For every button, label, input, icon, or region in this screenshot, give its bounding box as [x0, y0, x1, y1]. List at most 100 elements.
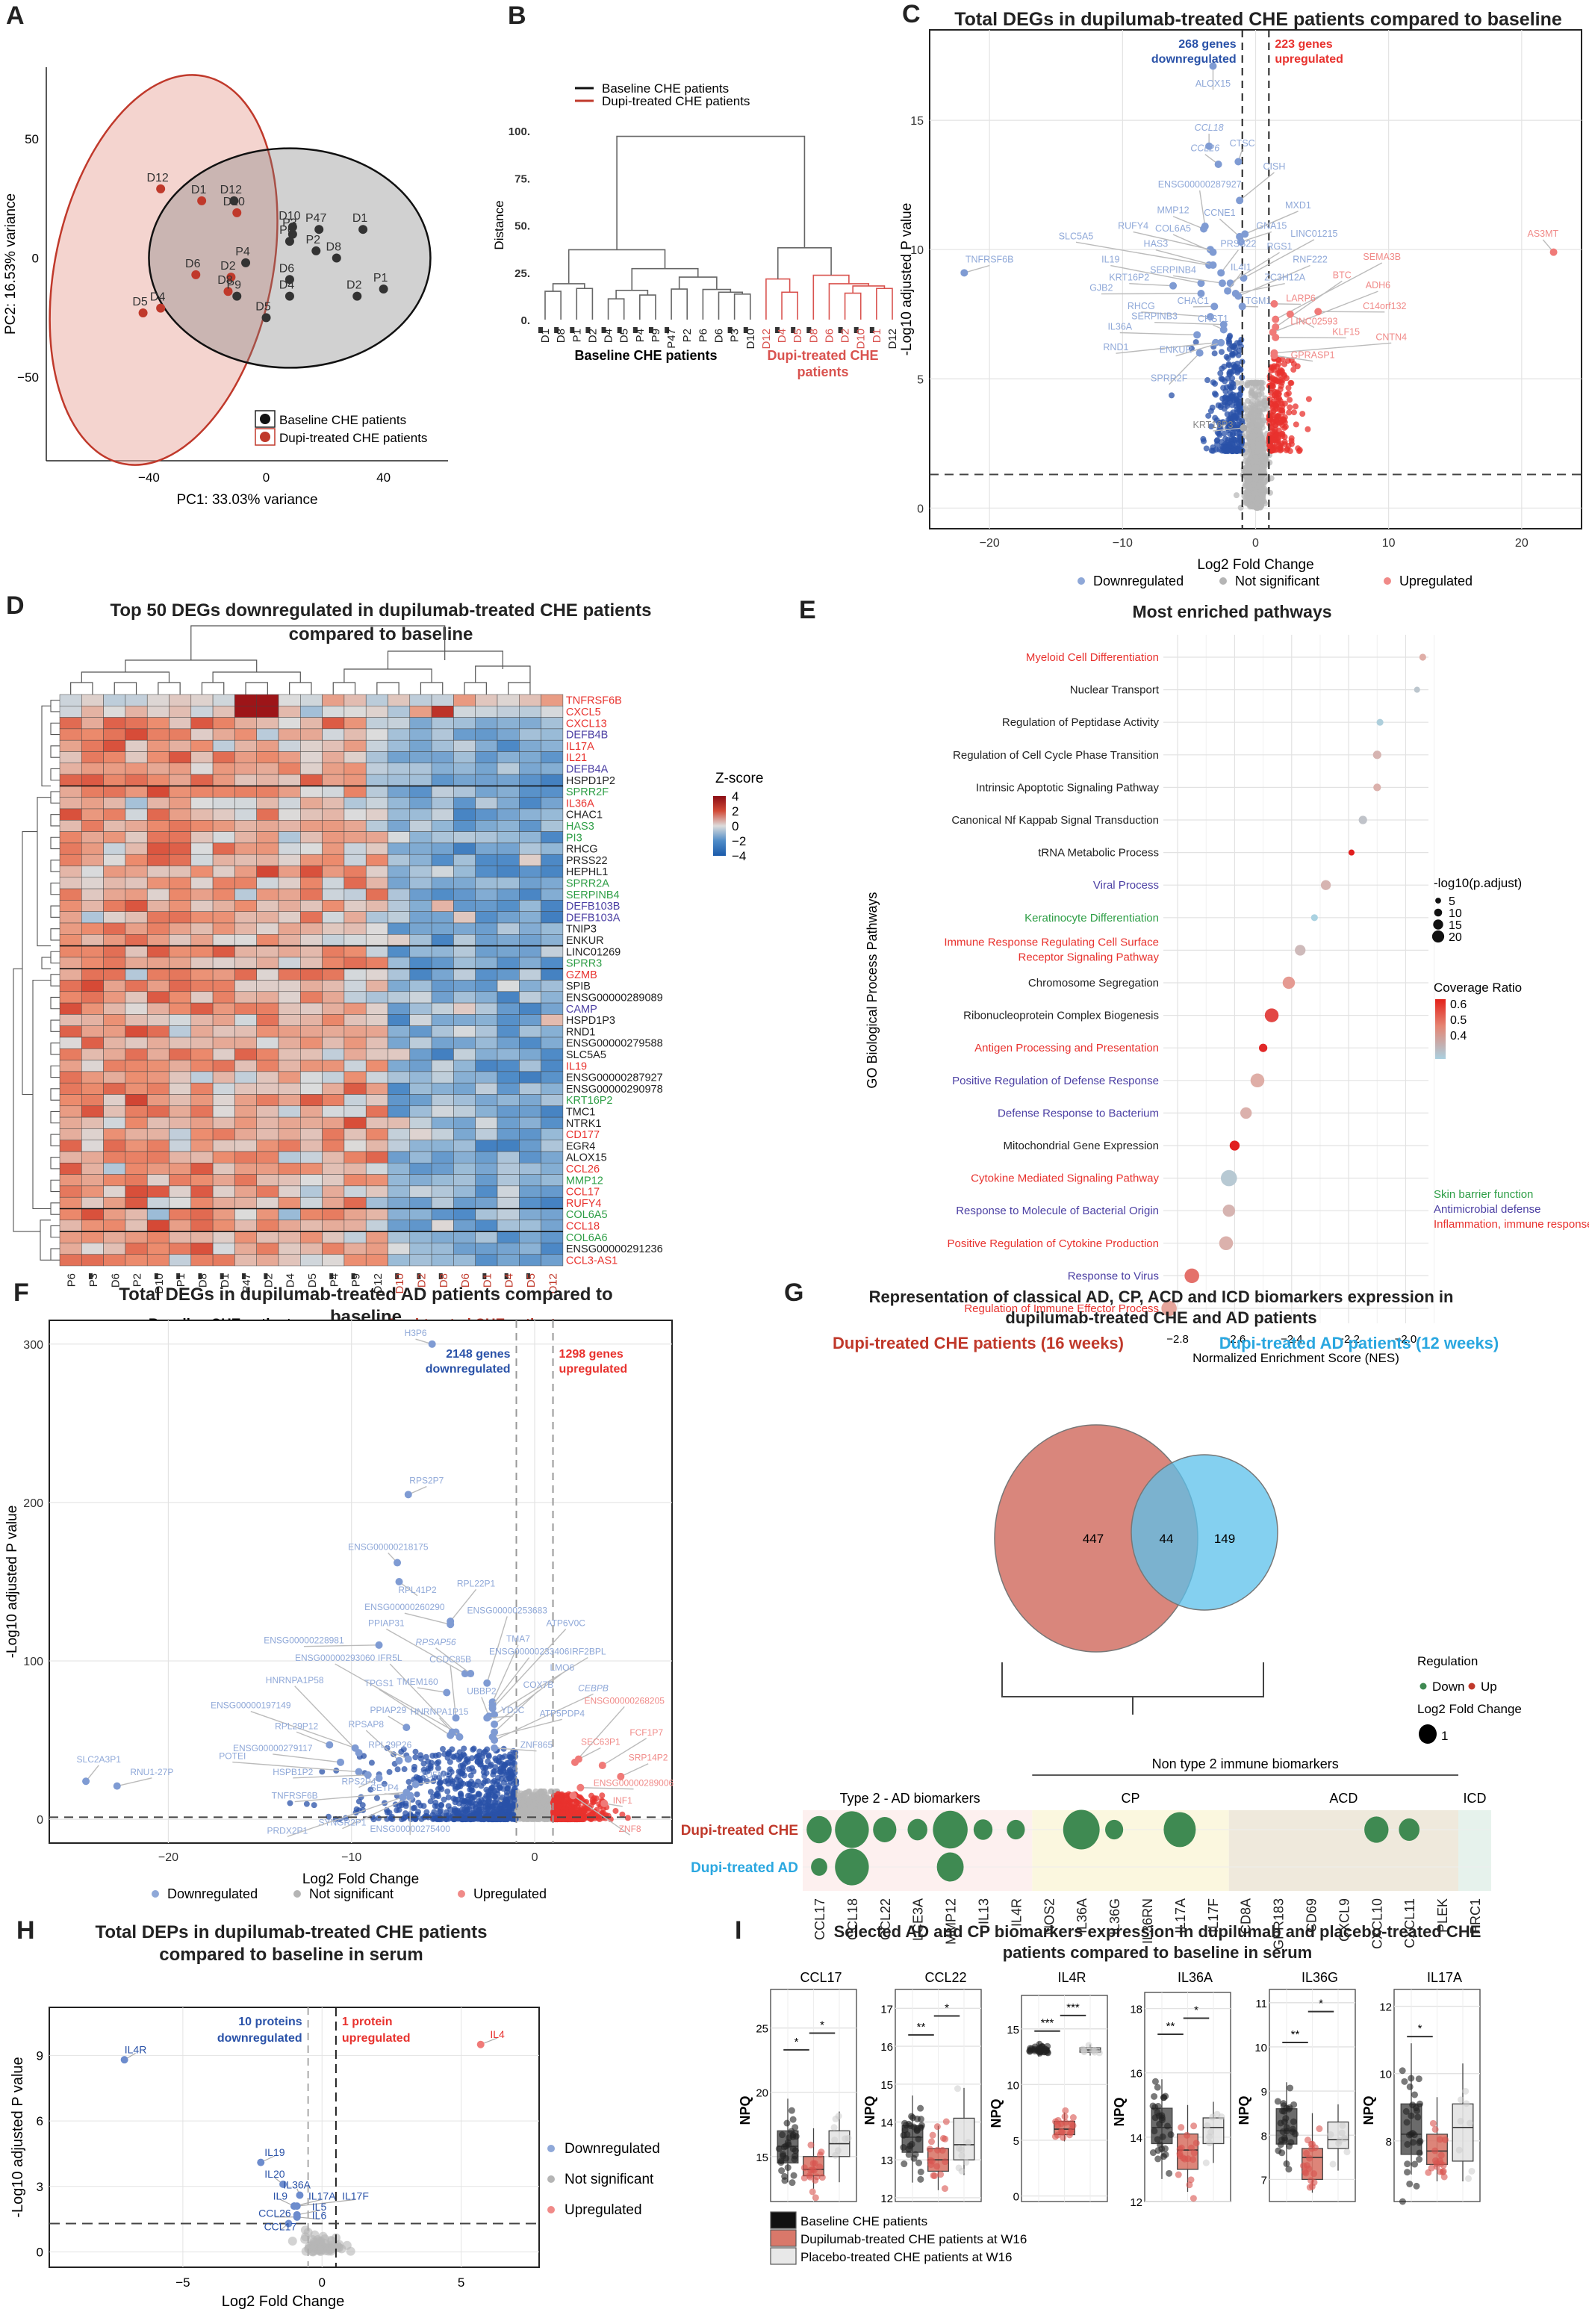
- leaf-label: P6: [697, 329, 709, 342]
- heatmap-cell: [431, 1254, 454, 1267]
- pca-point: [197, 196, 207, 205]
- gene-label: IL17A: [566, 741, 594, 753]
- point-down: [1200, 435, 1207, 442]
- heatmap-cell: [234, 911, 257, 924]
- heatmap-cell: [169, 888, 192, 901]
- point-ns: [1248, 398, 1255, 405]
- size-legend-label: 20: [1449, 931, 1462, 944]
- labeled-point: [1217, 338, 1225, 347]
- heatmap-cell: [256, 1128, 279, 1140]
- dendrogram-branch: [678, 276, 718, 290]
- heatmap-cell: [300, 1140, 323, 1152]
- heatmap-cell: [146, 786, 170, 798]
- heatmap-cell: [388, 900, 411, 912]
- heatmap-cell: [300, 1002, 323, 1015]
- point-up: [1280, 416, 1287, 423]
- heatmap-cell: [431, 1048, 454, 1060]
- heatmap-cell: [146, 1128, 170, 1140]
- dendrogram-branch: [828, 283, 870, 320]
- heatmap-cell: [190, 1082, 214, 1095]
- heatmap-cell: [169, 911, 192, 924]
- heatmap-cell: [300, 957, 323, 969]
- point-down: [1218, 419, 1225, 426]
- row-dendrogram-branch: [50, 1110, 60, 1124]
- point-down: [355, 1798, 362, 1805]
- heatmap-cell: [59, 1208, 82, 1221]
- heatmap-cell: [103, 706, 126, 718]
- column-label: D6: [109, 1273, 122, 1287]
- panel-b: B 0. 25. 50. 75. 100. Distance Baseline CHE pa…: [478, 0, 899, 568]
- heatmap-cell: [475, 900, 498, 912]
- heatmap-cell: [388, 820, 411, 832]
- heatmap-cell: [343, 1002, 367, 1015]
- column-label: D1: [481, 1273, 494, 1287]
- heatmap-cell: [300, 728, 323, 741]
- heatmap-cell: [497, 991, 520, 1004]
- heatmap-cell: [103, 739, 126, 752]
- heatmap-cell: [103, 991, 126, 1004]
- heatmap-cell: [59, 1082, 82, 1095]
- heatmap-cell: [519, 1220, 541, 1232]
- pca-point-label: P4: [235, 246, 250, 258]
- heatmap-cell: [365, 888, 388, 901]
- heatmap-cell: [300, 900, 323, 912]
- point-down: [1222, 399, 1229, 406]
- heatmap-cell: [146, 842, 170, 855]
- leaf-marker: [869, 327, 874, 333]
- panel-label-f: F: [13, 1278, 29, 1307]
- column-marker: [176, 1273, 181, 1279]
- point-ns: [1258, 412, 1265, 419]
- panel-d: D Top 50 DEGs downregulated in dupilumab…: [0, 590, 792, 1332]
- label-leader: [1169, 352, 1201, 385]
- panel-e: E Most enriched pathways −2.8 −2.6 −2.4 −2.…: [777, 590, 1589, 1365]
- point-ns: [532, 1806, 538, 1813]
- point-ns: [1257, 432, 1264, 438]
- point-ns: [1257, 379, 1264, 386]
- panel-d-title-1: Top 50 DEGs downregulated in dupilumab-t…: [110, 600, 652, 621]
- point-up: [1269, 385, 1275, 392]
- heatmap-cell: [541, 934, 564, 946]
- heatmap-cell: [169, 1231, 192, 1243]
- heatmap-cell: [541, 762, 564, 775]
- heatmap-cell: [59, 1025, 82, 1038]
- heatmap-cell: [388, 1185, 411, 1198]
- point-up: [1292, 403, 1299, 410]
- heatmap-cell: [103, 751, 126, 764]
- heatmap-cell: [431, 1140, 454, 1152]
- heatmap-cell: [278, 1094, 301, 1107]
- column-dendrogram-branch: [376, 682, 399, 695]
- column-dendrogram-branch: [420, 682, 444, 695]
- heatmap-cell: [169, 1094, 192, 1107]
- gene-label: CCL3-AS1: [566, 1255, 618, 1267]
- y-axis-label: Distance: [492, 200, 506, 249]
- row-dendrogram-branch: [50, 882, 60, 895]
- point-label: SLC5A5: [1059, 231, 1094, 241]
- pathway-label: Myeloid Cell Differentiation: [1026, 651, 1159, 664]
- pca-point-label: P6: [279, 224, 294, 237]
- point-down: [509, 1794, 516, 1801]
- pathway-label: Nuclear Transport: [1070, 684, 1160, 697]
- y-tick-label: 200: [23, 1497, 43, 1510]
- label-leader: [1239, 172, 1275, 201]
- heatmap-cell: [169, 739, 192, 752]
- gene-label: MMP12: [566, 1175, 603, 1187]
- heatmap-cell: [212, 1128, 235, 1140]
- point-up: [1281, 373, 1288, 379]
- heatmap-cell: [146, 820, 170, 832]
- heatmap-cell: [103, 1116, 126, 1129]
- pathway-label: Viral Process: [1093, 879, 1159, 892]
- heatmap-cell: [365, 694, 388, 706]
- pathway-dot: [1414, 686, 1420, 693]
- heatmap-cell: [475, 854, 498, 866]
- heatmap-cell: [103, 786, 126, 798]
- heatmap-cell: [190, 1140, 214, 1152]
- heatmap-cell: [278, 1037, 301, 1049]
- point-down: [394, 1766, 401, 1773]
- heatmap-cell: [103, 762, 126, 775]
- point-down: [1205, 412, 1212, 419]
- point-down: [464, 1792, 471, 1799]
- heatmap-cell: [453, 717, 476, 730]
- point-down: [439, 1746, 446, 1753]
- pca-point-label: P3: [282, 217, 297, 230]
- heatmap-cell: [169, 1254, 192, 1267]
